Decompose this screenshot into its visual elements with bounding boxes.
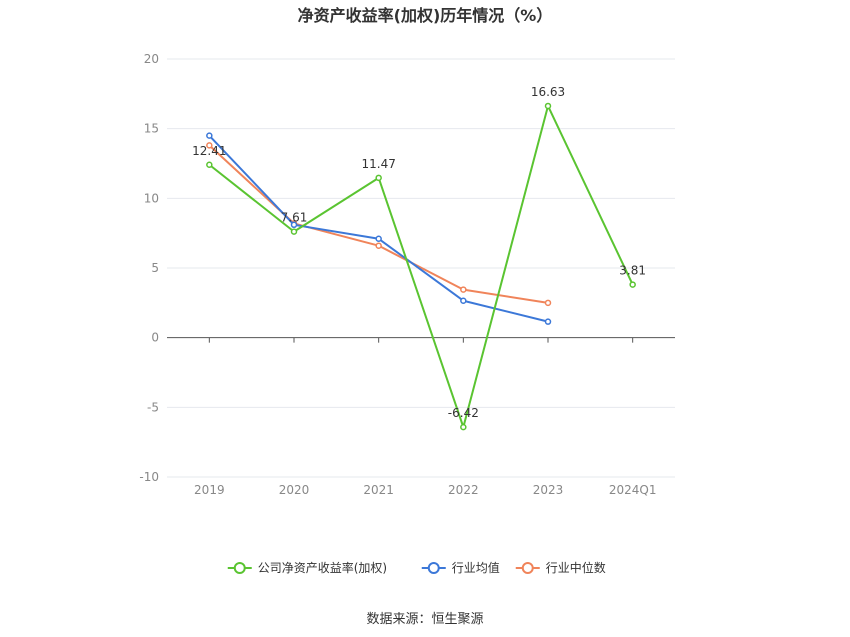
legend-marker bbox=[521, 562, 534, 574]
legend-label: 行业均值 bbox=[452, 560, 500, 575]
y-tick-label: 0 bbox=[151, 331, 159, 345]
data-label: 7.61 bbox=[281, 211, 308, 225]
y-tick-label: 15 bbox=[144, 122, 159, 136]
legend-marker bbox=[427, 562, 440, 574]
source-note: 数据来源：恒生聚源 bbox=[366, 612, 484, 627]
data-label: -6.42 bbox=[448, 406, 479, 420]
data-point bbox=[290, 228, 298, 235]
axes: 20 15 10 5 0 -5 -10 2019 2020 2021 2022 2023 2024Q1 bbox=[139, 52, 675, 497]
y-tick-label: 10 bbox=[144, 191, 159, 205]
data-point bbox=[544, 102, 552, 110]
y-tick-label: -10 bbox=[139, 470, 159, 484]
data-point bbox=[460, 423, 467, 431]
x-tick-label: 2024Q1 bbox=[609, 483, 657, 497]
legend-item: 行业中位数 bbox=[515, 560, 606, 575]
series-line bbox=[208, 104, 634, 429]
data-label: 11.47 bbox=[361, 157, 395, 171]
data-point bbox=[206, 132, 213, 139]
x-tick-label: 2023 bbox=[533, 483, 564, 497]
data-point bbox=[375, 235, 382, 242]
legend-label: 公司净资产收益率(加权) bbox=[258, 560, 387, 575]
x-tick-label: 2019 bbox=[194, 483, 225, 497]
data-point bbox=[544, 299, 552, 307]
x-tick-label: 2021 bbox=[363, 483, 394, 497]
legend-item: 行业均值 bbox=[421, 560, 500, 575]
data-point bbox=[460, 297, 467, 304]
data-labels: 12.41 7.61 11.47 -6.42 16.63 3.81 bbox=[192, 85, 646, 420]
data-point bbox=[375, 242, 382, 249]
y-tick-label: 5 bbox=[151, 261, 159, 275]
data-point bbox=[206, 142, 213, 149]
series-lines bbox=[206, 102, 636, 431]
legend: 公司净资产收益率(加权) 行业均值 行业中位数 bbox=[227, 560, 606, 575]
chart-title: 净资产收益率(加权)历年情况（%） bbox=[297, 6, 553, 25]
x-tick-label: 2020 bbox=[279, 483, 310, 497]
data-point bbox=[629, 281, 636, 288]
legend-label: 行业中位数 bbox=[546, 560, 606, 575]
y-tick-label: 20 bbox=[144, 52, 159, 66]
data-point bbox=[375, 174, 382, 182]
y-tick-label: -5 bbox=[147, 400, 159, 414]
data-point bbox=[460, 286, 467, 293]
data-label: 3.81 bbox=[619, 264, 646, 278]
data-point bbox=[544, 318, 552, 325]
x-tick-label: 2022 bbox=[448, 483, 479, 497]
data-point bbox=[290, 221, 298, 229]
data-label: 12.41 bbox=[192, 144, 226, 158]
data-label: 16.63 bbox=[531, 85, 565, 99]
legend-item: 公司净资产收益率(加权) bbox=[227, 560, 387, 575]
legend-marker bbox=[233, 562, 246, 574]
data-point bbox=[206, 161, 213, 169]
